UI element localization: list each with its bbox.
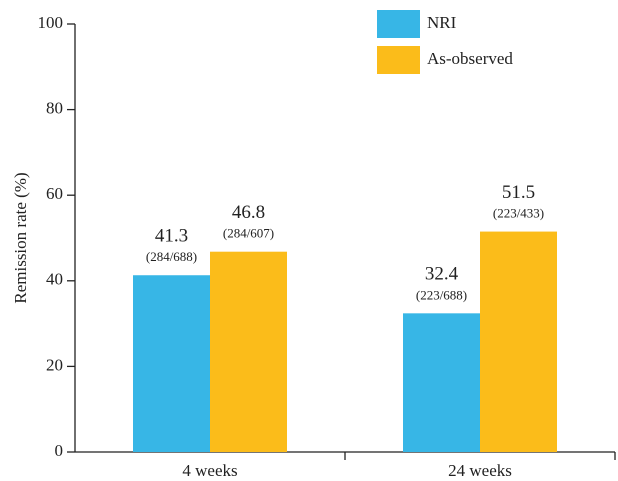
y-tick-label: 80 <box>46 99 63 118</box>
y-tick-label: 20 <box>46 355 63 374</box>
legend-swatch <box>377 10 420 38</box>
y-axis-label: Remission rate (%) <box>11 172 30 303</box>
value-label: 32.4 <box>425 264 459 285</box>
value-label: 46.8 <box>232 202 265 223</box>
value-label: 51.5 <box>502 182 535 203</box>
legend-swatch <box>377 46 420 74</box>
fraction-label: (284/607) <box>223 226 274 241</box>
y-tick-label: 100 <box>38 13 64 32</box>
value-label: 41.3 <box>155 226 188 247</box>
bar <box>210 251 287 452</box>
x-tick-label: 24 weeks <box>448 461 512 480</box>
y-tick-label: 60 <box>46 184 63 203</box>
x-tick-label: 4 weeks <box>182 461 237 480</box>
fraction-label: (284/688) <box>146 249 197 264</box>
legend-label: As-observed <box>427 49 513 68</box>
y-tick-label: 40 <box>46 270 63 289</box>
bar <box>480 231 557 452</box>
fraction-label: (223/688) <box>416 287 467 302</box>
y-tick-label: 0 <box>55 441 64 460</box>
legend-label: NRI <box>427 13 457 32</box>
fraction-label: (223/433) <box>493 206 544 221</box>
bar <box>403 313 480 452</box>
bar <box>133 275 210 452</box>
